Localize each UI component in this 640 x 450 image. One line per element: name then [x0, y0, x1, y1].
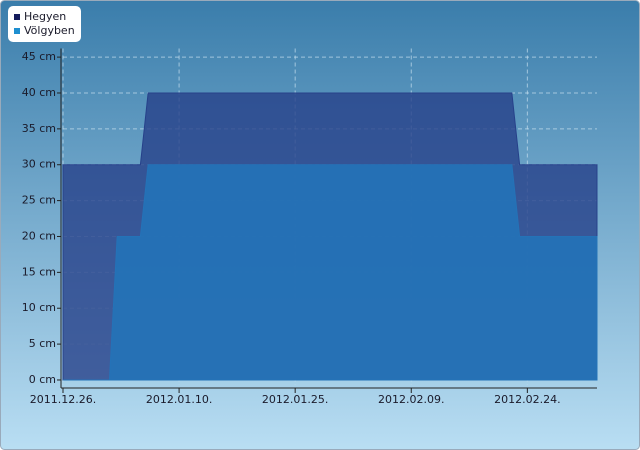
- y-tick-label: 25 cm: [22, 194, 56, 207]
- y-tick-label: 10 cm: [22, 301, 56, 314]
- area: [63, 164, 598, 381]
- y-tick-label: 35 cm: [22, 122, 56, 135]
- y-tick-label: 40 cm: [22, 86, 56, 99]
- legend-swatch: [14, 14, 20, 20]
- x-tick-label: 2011.12.26.: [30, 393, 96, 406]
- x-tick-label: 2012.02.24.: [494, 393, 560, 406]
- legend-label: Völgyben: [24, 24, 75, 37]
- legend-box: [8, 6, 81, 42]
- y-tick-label: 5 cm: [29, 337, 56, 350]
- x-tick-label: 2012.01.10.: [146, 393, 212, 406]
- legend-label: Hegyen: [24, 10, 66, 23]
- y-tick-label: 30 cm: [22, 158, 56, 171]
- y-tick-label: 0 cm: [29, 373, 56, 386]
- y-tick-label: 45 cm: [22, 50, 56, 63]
- x-tick-label: 2012.02.09.: [378, 393, 444, 406]
- x-tick-label: 2012.01.25.: [262, 393, 328, 406]
- y-tick-label: 15 cm: [22, 265, 56, 278]
- y-tick-label: 20 cm: [22, 229, 56, 242]
- legend-swatch: [14, 28, 20, 34]
